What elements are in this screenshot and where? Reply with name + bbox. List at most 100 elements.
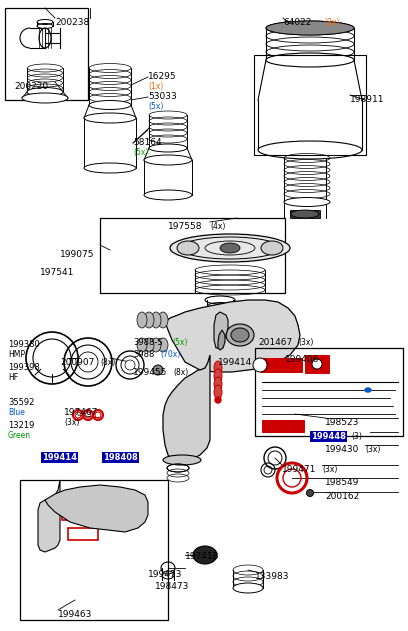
Text: (1x): (1x) — [148, 82, 163, 91]
Text: 199414: 199414 — [42, 453, 77, 462]
Ellipse shape — [125, 360, 135, 370]
Text: 200220: 200220 — [14, 82, 48, 91]
Ellipse shape — [84, 113, 136, 123]
Bar — [260, 358, 302, 372]
Ellipse shape — [214, 361, 222, 375]
Text: (4x): (4x) — [210, 222, 225, 231]
Ellipse shape — [266, 53, 354, 67]
Text: HMP: HMP — [8, 350, 25, 359]
Ellipse shape — [312, 359, 322, 369]
Text: 199463: 199463 — [58, 610, 92, 619]
Ellipse shape — [158, 338, 168, 352]
Ellipse shape — [291, 210, 319, 218]
Text: 3988-S: 3988-S — [133, 338, 163, 347]
Bar — [290, 210, 320, 218]
Text: 199448: 199448 — [311, 432, 346, 441]
Text: 199398: 199398 — [8, 363, 40, 372]
Text: Blue: Blue — [8, 408, 25, 417]
Text: 199430: 199430 — [325, 445, 359, 454]
Ellipse shape — [233, 583, 263, 593]
Text: (5x): (5x) — [133, 148, 149, 157]
Text: 199380: 199380 — [8, 340, 40, 349]
Ellipse shape — [306, 490, 313, 497]
Ellipse shape — [151, 338, 161, 352]
Text: (3x): (3x) — [322, 465, 337, 474]
Ellipse shape — [158, 312, 168, 328]
Ellipse shape — [214, 377, 222, 391]
Text: (5x): (5x) — [148, 102, 163, 111]
Text: 199455: 199455 — [133, 368, 167, 377]
Text: Green: Green — [8, 431, 31, 440]
Text: 199406: 199406 — [285, 355, 319, 364]
Text: 199471: 199471 — [282, 465, 316, 474]
Ellipse shape — [266, 21, 354, 35]
Text: (3): (3) — [351, 432, 362, 441]
Text: 200238: 200238 — [55, 18, 89, 27]
Text: 198408: 198408 — [103, 453, 138, 462]
Ellipse shape — [231, 328, 249, 342]
Bar — [305, 355, 329, 373]
Ellipse shape — [151, 312, 161, 328]
Ellipse shape — [365, 388, 371, 392]
Ellipse shape — [215, 397, 221, 403]
Text: HF: HF — [8, 373, 18, 382]
Text: 64022: 64022 — [283, 18, 311, 27]
Ellipse shape — [177, 241, 199, 255]
Ellipse shape — [226, 324, 254, 346]
Ellipse shape — [193, 546, 217, 564]
Text: 198549: 198549 — [325, 478, 359, 487]
Text: 201467: 201467 — [258, 338, 292, 347]
Polygon shape — [45, 485, 148, 532]
Text: 197558: 197558 — [168, 222, 202, 231]
Text: 53033: 53033 — [148, 92, 177, 101]
Text: 197541: 197541 — [40, 268, 74, 277]
Text: 198911: 198911 — [350, 95, 384, 104]
Ellipse shape — [144, 312, 154, 328]
Ellipse shape — [253, 358, 267, 372]
Text: (8x): (8x) — [173, 368, 188, 377]
Ellipse shape — [261, 241, 283, 255]
Text: (3x): (3x) — [64, 418, 80, 427]
Text: 13219: 13219 — [8, 421, 34, 430]
Text: 35592: 35592 — [8, 398, 34, 407]
Ellipse shape — [153, 365, 163, 375]
Ellipse shape — [137, 338, 147, 352]
Bar — [254, 55, 366, 155]
Text: (3x): (3x) — [298, 338, 313, 347]
Bar — [68, 528, 98, 540]
Ellipse shape — [284, 198, 330, 206]
Text: (3x): (3x) — [324, 18, 339, 27]
Ellipse shape — [163, 455, 201, 465]
Ellipse shape — [258, 141, 362, 159]
Text: 200162: 200162 — [325, 492, 359, 501]
Text: 16295: 16295 — [148, 72, 177, 81]
Text: 199414: 199414 — [218, 358, 252, 367]
Ellipse shape — [27, 88, 63, 97]
Bar — [20, 480, 168, 620]
Ellipse shape — [170, 234, 290, 262]
Ellipse shape — [144, 190, 192, 200]
Text: 197467: 197467 — [64, 408, 98, 417]
Text: (70x): (70x) — [160, 350, 180, 359]
Bar — [255, 348, 403, 436]
Ellipse shape — [220, 243, 240, 253]
Text: 133983: 133983 — [255, 572, 290, 581]
Bar — [100, 218, 285, 293]
Text: 199473: 199473 — [148, 570, 182, 579]
Text: (8x): (8x) — [100, 358, 115, 367]
Ellipse shape — [84, 163, 136, 173]
Ellipse shape — [89, 100, 131, 110]
Text: (5x): (5x) — [172, 338, 187, 347]
Text: 3988: 3988 — [133, 350, 154, 359]
Bar — [62, 510, 90, 520]
Ellipse shape — [144, 155, 192, 165]
Ellipse shape — [137, 312, 147, 328]
Text: 200907: 200907 — [60, 358, 94, 367]
Bar — [262, 420, 304, 432]
Polygon shape — [163, 355, 210, 462]
Ellipse shape — [78, 352, 98, 372]
Text: 197418: 197418 — [185, 552, 220, 561]
Text: 198473: 198473 — [155, 582, 189, 591]
Text: 198523: 198523 — [325, 418, 359, 427]
Text: 199075: 199075 — [60, 250, 95, 259]
